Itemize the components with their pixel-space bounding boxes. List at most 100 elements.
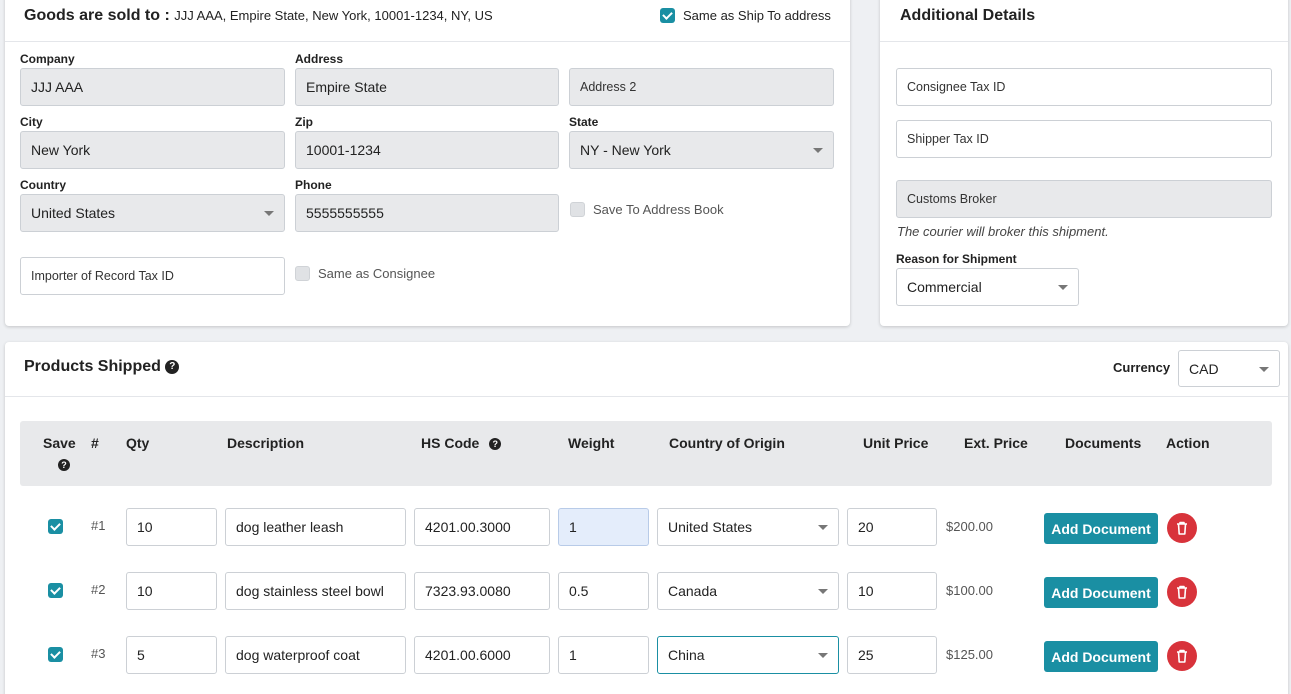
country-origin-select[interactable]: Canada [657, 572, 839, 610]
add-document-button[interactable]: Add Document [1044, 513, 1158, 544]
additional-header: Additional Details [880, 0, 1288, 42]
trash-icon [1177, 585, 1187, 599]
zip-label: Zip [295, 115, 313, 129]
shipper-tax-id-field[interactable]: Shipper Tax ID [896, 120, 1272, 158]
sold-to-title: Goods are sold to : JJJ AAA, Empire Stat… [24, 7, 493, 25]
hs-code-field[interactable]: 4201.00.3000 [414, 508, 550, 546]
col-hs-code-label: HS Code [421, 435, 480, 451]
country-value: United States [31, 205, 116, 221]
additional-title: Additional Details [900, 7, 1036, 24]
delete-row-button[interactable] [1167, 577, 1197, 607]
add-document-button[interactable]: Add Document [1044, 577, 1158, 608]
col-hs-code: HS Code ? [421, 435, 502, 451]
save-row-checkbox[interactable] [48, 647, 63, 662]
chevron-down-icon [264, 211, 274, 216]
unit-price-field[interactable]: 10 [847, 572, 937, 610]
add-document-button[interactable]: Add Document [1044, 641, 1158, 672]
reason-value: Commercial [907, 279, 982, 295]
col-unit-price: Unit Price [863, 435, 929, 451]
chevron-down-icon [818, 525, 828, 530]
row-number: #2 [91, 582, 106, 597]
country-origin-value: China [668, 647, 705, 663]
products-table-header: Save ? # Qty Description HS Code ? Weigh… [20, 421, 1272, 486]
reason-select[interactable]: Commercial [896, 268, 1079, 306]
trash-icon [1177, 521, 1187, 535]
products-title: Products Shipped ? [24, 358, 180, 376]
phone-label: Phone [295, 178, 332, 192]
help-icon[interactable]: ? [58, 459, 70, 471]
address-field[interactable]: Empire State [295, 68, 559, 106]
col-weight: Weight [568, 435, 615, 451]
sold-to-header: Goods are sold to : JJJ AAA, Empire Stat… [5, 0, 850, 42]
col-country: Country of Origin [669, 435, 785, 451]
same-as-ship-label: Same as Ship To address [683, 8, 831, 23]
unit-price-field[interactable]: 25 [847, 636, 937, 674]
unit-price-field[interactable]: 20 [847, 508, 937, 546]
save-row-checkbox[interactable] [48, 583, 63, 598]
qty-field[interactable]: 5 [126, 636, 217, 674]
chevron-down-icon [818, 653, 828, 658]
qty-field[interactable]: 10 [126, 572, 217, 610]
same-as-consignee-label: Same as Consignee [318, 266, 436, 281]
col-qty: Qty [126, 435, 150, 451]
zip-field[interactable]: 10001-1234 [295, 131, 559, 169]
same-as-ship-checkbox[interactable] [660, 8, 675, 23]
save-row-checkbox[interactable] [48, 519, 63, 534]
delete-row-button[interactable] [1167, 641, 1197, 671]
phone-field[interactable]: 5555555555 [295, 194, 559, 232]
row-number: #1 [91, 518, 106, 533]
chevron-down-icon [813, 148, 823, 153]
country-origin-value: United States [668, 519, 753, 535]
ext-price: $100.00 [946, 583, 993, 598]
country-select[interactable]: United States [20, 194, 285, 232]
state-value: NY - New York [580, 142, 671, 158]
hs-code-field[interactable]: 4201.00.6000 [414, 636, 550, 674]
weight-field[interactable]: 1 [558, 508, 649, 546]
company-field[interactable]: JJJ AAA [20, 68, 285, 106]
same-as-consignee-checkbox[interactable] [295, 266, 310, 281]
hs-code-field[interactable]: 7323.93.0080 [414, 572, 550, 610]
additional-details-card: Additional Details Consignee Tax ID Ship… [880, 0, 1288, 326]
col-num: # [91, 435, 99, 451]
save-address-checkbox[interactable] [570, 202, 585, 217]
country-label: Country [20, 178, 66, 192]
weight-field[interactable]: 1 [558, 636, 649, 674]
col-save: Save [43, 435, 76, 451]
help-icon[interactable]: ? [489, 438, 502, 451]
description-field[interactable]: dog waterproof coat [225, 636, 406, 674]
address-label: Address [295, 52, 344, 66]
qty-field[interactable]: 10 [126, 508, 217, 546]
description-field[interactable]: dog leather leash [225, 508, 406, 546]
row-number: #3 [91, 646, 106, 661]
sold-to-card: Goods are sold to : JJJ AAA, Empire Stat… [5, 0, 850, 326]
currency-select[interactable]: CAD [1178, 350, 1280, 387]
help-icon[interactable]: ? [165, 359, 180, 374]
col-ext-price: Ext. Price [964, 435, 1028, 451]
delete-row-button[interactable] [1167, 513, 1197, 543]
currency-label: Currency [1113, 360, 1171, 375]
currency-value: CAD [1189, 360, 1219, 377]
consignee-tax-id-field[interactable]: Consignee Tax ID [896, 68, 1272, 106]
save-address-label: Save To Address Book [593, 202, 724, 217]
chevron-down-icon [1058, 285, 1068, 290]
col-documents: Documents [1065, 435, 1142, 451]
country-origin-select[interactable]: United States [657, 508, 839, 546]
description-field[interactable]: dog stainless steel bowl [225, 572, 406, 610]
city-field[interactable]: New York [20, 131, 285, 169]
state-select[interactable]: NY - New York [569, 131, 834, 169]
ext-price: $125.00 [946, 647, 993, 662]
products-header: Products Shipped ? Currency CAD [5, 342, 1288, 397]
weight-field[interactable]: 0.5 [558, 572, 649, 610]
products-title-text: Products Shipped [24, 358, 161, 375]
reason-label: Reason for Shipment [896, 252, 1017, 266]
country-origin-value: Canada [668, 583, 718, 599]
address2-field[interactable]: Address 2 [569, 68, 834, 106]
ext-price: $200.00 [946, 519, 993, 534]
company-label: Company [20, 52, 75, 66]
country-origin-select[interactable]: China [657, 636, 839, 674]
chevron-down-icon [1259, 366, 1269, 372]
sold-to-title-text: Goods are sold to : [24, 7, 170, 24]
customs-broker-field[interactable]: Customs Broker [896, 180, 1272, 218]
chevron-down-icon [818, 589, 828, 594]
importer-tax-id-field[interactable]: Importer of Record Tax ID [20, 257, 285, 295]
